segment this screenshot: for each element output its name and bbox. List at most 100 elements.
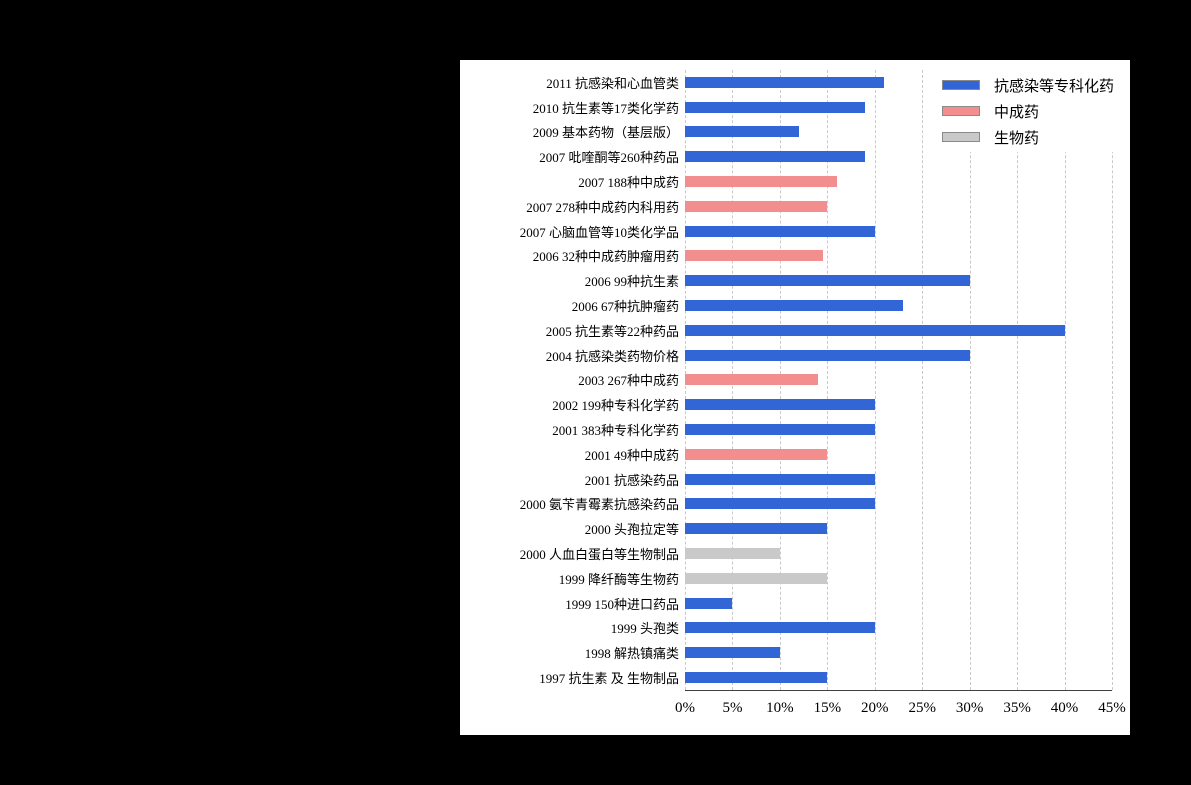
bar-chem: [685, 523, 828, 535]
bar-track: [685, 572, 1112, 584]
legend-swatch-tcm: [942, 106, 980, 116]
bar-row: 2007 心脑血管等10类化学品: [460, 219, 1130, 244]
bar-chem: [685, 101, 866, 113]
bar-chem: [685, 399, 875, 411]
bar-chem: [685, 597, 733, 609]
bar-track: [685, 473, 1112, 485]
bar-track: [685, 151, 1112, 163]
bar-chem: [685, 300, 904, 312]
bar-row: 2007 188种中成药: [460, 169, 1130, 194]
bar-track: [685, 324, 1112, 336]
category-label: 2006 67种抗肿瘤药: [571, 299, 679, 315]
bar-rows: 2011 抗感染和心血管类 2010 抗生素等17类化学药 2009 基本药物（基层…: [460, 70, 1130, 690]
legend-label: 中成药: [994, 104, 1040, 121]
bar-row: 2009 基本药物（基层版）: [460, 120, 1130, 145]
category-label: 2004 抗感染类药物价格: [545, 348, 679, 364]
bar-chem: [685, 76, 885, 88]
bar-tcm: [685, 176, 837, 188]
bar-track: [685, 275, 1112, 287]
category-label: 2010 抗生素等17类化学药: [532, 100, 679, 116]
bar-row: 2007 278种中成药内科用药: [460, 194, 1130, 219]
bar-track: [685, 250, 1112, 262]
category-label: 2007 188种中成药: [578, 175, 679, 191]
bar-row: 2001 抗感染药品: [460, 467, 1130, 492]
bar-chem: [685, 622, 875, 634]
category-label: 1999 头孢类: [610, 621, 679, 637]
category-label: 2011 抗感染和心血管类: [546, 75, 679, 91]
category-label: 2007 吡喹酮等260种药品: [539, 150, 679, 166]
legend-item: 生物药: [942, 124, 1114, 150]
category-label: 2009 基本药物（基层版）: [532, 125, 679, 141]
bar-bio: [685, 572, 828, 584]
bar-track: [685, 424, 1112, 436]
category-label: 2006 32种中成药肿瘤用药: [532, 249, 679, 265]
bar-chem: [685, 126, 799, 138]
category-label: 2007 心脑血管等10类化学品: [519, 224, 679, 240]
bar-tcm: [685, 374, 818, 386]
category-label: 2001 383种专科化学药: [552, 423, 679, 439]
bar-row: 2006 32种中成药肿瘤用药: [460, 244, 1130, 269]
bar-bio: [685, 548, 780, 560]
bar-row: 2004 抗感染类药物价格: [460, 343, 1130, 368]
bar-chem: [685, 672, 828, 684]
legend-label: 抗感染等专科化药: [994, 78, 1115, 95]
bar-track: [685, 672, 1112, 684]
legend-label: 生物药: [994, 130, 1040, 147]
x-tick-label: 20%: [861, 700, 889, 716]
x-tick-label: 40%: [1050, 700, 1079, 716]
legend-swatch-bio: [942, 132, 980, 142]
category-label: 2002 199种专科化学药: [552, 398, 679, 414]
x-tick-label: 10%: [766, 700, 794, 716]
bar-row: 2001 49种中成药: [460, 442, 1130, 467]
bar-chem: [685, 275, 970, 287]
bar-track: [685, 622, 1112, 634]
bar-track: [685, 523, 1112, 535]
bar-row: 2005 抗生素等22种药品: [460, 318, 1130, 343]
bar-track: [685, 101, 1112, 113]
bar-chem: [685, 151, 866, 163]
bar-track: [685, 200, 1112, 212]
legend-item: 抗感染等专科化药: [942, 72, 1114, 98]
bar-chem: [685, 324, 1065, 336]
x-tick-label: 0%: [675, 700, 695, 716]
category-label: 1999 降纤酶等生物药: [558, 571, 679, 587]
category-label: 2003 267种中成药: [578, 373, 679, 389]
x-tick-label: 35%: [1003, 700, 1031, 716]
gridline: [969, 70, 971, 690]
bar-track: [685, 448, 1112, 460]
bar-chem: [685, 498, 875, 510]
legend-item: 中成药: [942, 98, 1114, 124]
bar-track: [685, 647, 1112, 659]
legend-swatch-chem: [942, 80, 980, 90]
x-axis: 0% 5% 10% 15% 20% 25% 30% 35% 40% 45%: [675, 698, 1126, 722]
bar-row: 1999 降纤酶等生物药: [460, 566, 1130, 591]
category-label: 2007 278种中成药内科用药: [526, 199, 679, 215]
bar-row: 1999 150种进口药品: [460, 591, 1130, 616]
bar-row: 2000 氨苄青霉素抗感染药品: [460, 492, 1130, 517]
x-tick-label: 30%: [955, 700, 984, 716]
bar-chem: [685, 647, 780, 659]
bar-row: 2010 抗生素等17类化学药: [460, 95, 1130, 120]
bar-tcm: [685, 250, 823, 262]
bar-row: 2006 99种抗生素: [460, 268, 1130, 293]
bar-chem: [685, 424, 875, 436]
category-label: 2000 人血白蛋白等生物制品: [519, 547, 679, 563]
bar-row: 2007 吡喹酮等260种药品: [460, 144, 1130, 169]
gridline: [874, 70, 876, 690]
x-tick-label: 25%: [908, 700, 936, 716]
category-label: 2000 头孢拉定等: [584, 522, 679, 538]
x-tick-label: 45%: [1098, 700, 1126, 716]
bar-track: [685, 597, 1112, 609]
bar-row: 2002 199种专科化学药: [460, 392, 1130, 417]
bar-track: [685, 399, 1112, 411]
bar-row: 2011 抗感染和心血管类: [460, 70, 1130, 95]
x-tick-label: 15%: [813, 700, 842, 716]
bar-row: 1999 头孢类: [460, 616, 1130, 641]
category-label: 2005 抗生素等22种药品: [545, 323, 679, 339]
category-label: 1999 150种进口药品: [565, 596, 679, 612]
bar-tcm: [685, 448, 828, 460]
x-tick-label: 5%: [722, 700, 743, 716]
gridline: [1112, 70, 1113, 690]
bar-track: [685, 548, 1112, 560]
